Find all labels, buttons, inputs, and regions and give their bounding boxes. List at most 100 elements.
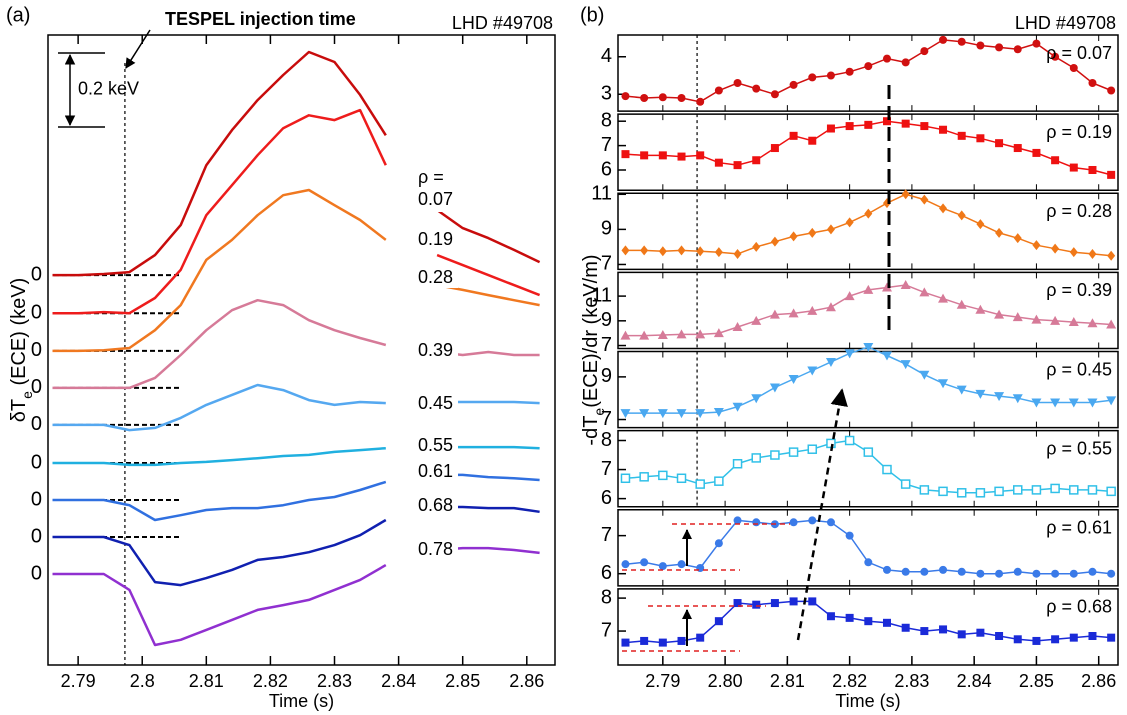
marker	[1107, 633, 1116, 642]
marker	[864, 120, 873, 129]
dashed-arrow	[796, 388, 848, 641]
marker	[919, 485, 930, 495]
marker	[863, 447, 874, 457]
marker	[1013, 233, 1022, 244]
subplot-frame	[617, 509, 1119, 587]
y-tick-label: 0	[31, 301, 42, 323]
marker	[1013, 485, 1023, 495]
marker	[975, 389, 986, 399]
marker	[976, 569, 985, 578]
marker	[957, 630, 966, 639]
subplot-frame	[617, 192, 1119, 271]
marker	[995, 43, 1004, 52]
marker	[900, 360, 911, 370]
marker	[845, 613, 854, 622]
series-label: ρ = 0.55	[1046, 438, 1112, 458]
marker	[696, 151, 705, 160]
marker	[1050, 398, 1061, 408]
y-axis-label: -dTe(ECE)/dr (keV/m)	[580, 254, 606, 445]
marker	[713, 328, 724, 338]
rho-label: ρ =	[418, 167, 444, 187]
x-tick-label: 2.82	[832, 671, 867, 691]
marker	[957, 567, 966, 576]
marker	[714, 86, 723, 95]
y-tick-label: 7	[601, 458, 612, 480]
marker	[1106, 319, 1117, 329]
marker	[677, 636, 686, 645]
subplot-frame	[617, 113, 1119, 191]
marker	[1051, 52, 1060, 61]
trace	[52, 505, 540, 587]
marker	[1068, 398, 1079, 408]
marker	[639, 472, 649, 482]
y-tick-label: 9	[601, 309, 612, 331]
marker	[751, 315, 762, 325]
marker	[640, 94, 649, 102]
marker	[863, 343, 874, 353]
marker	[901, 567, 910, 576]
series-label: ρ = 0.39	[1046, 280, 1112, 300]
marker	[1031, 485, 1042, 495]
y-tick-label: 0	[31, 339, 42, 361]
marker	[677, 560, 686, 569]
marker	[1107, 170, 1116, 179]
marker	[938, 486, 948, 497]
subplot-frame	[617, 588, 1119, 666]
y-tick-label: 0	[31, 376, 42, 398]
x-tick-label: 2.84	[957, 671, 992, 691]
marker	[956, 299, 967, 309]
marker	[695, 479, 705, 489]
title: LHD #49708	[452, 13, 553, 33]
marker	[657, 330, 668, 340]
marker	[1032, 569, 1041, 578]
y-tick-label: 6	[601, 562, 612, 584]
y-tick-label: 9	[601, 365, 612, 387]
annotations-b	[622, 85, 891, 652]
marker	[864, 617, 873, 626]
marker	[1087, 485, 1098, 495]
series-label: 0.19	[418, 229, 453, 249]
marker	[1031, 314, 1042, 324]
x-tick-label: 2.8	[130, 671, 155, 691]
marker	[714, 539, 723, 548]
marker	[975, 488, 986, 498]
marker	[751, 394, 762, 404]
marker	[1107, 250, 1116, 261]
marker	[789, 131, 798, 140]
marker	[882, 117, 891, 126]
marker	[733, 161, 742, 170]
marker	[976, 41, 985, 50]
marker	[919, 370, 930, 380]
marker	[676, 409, 687, 419]
trace	[52, 383, 540, 432]
series-label: 0.61	[418, 461, 453, 481]
marker	[1031, 398, 1042, 408]
subplot-frame	[617, 429, 1119, 508]
marker	[769, 309, 780, 319]
marker	[1013, 635, 1022, 644]
marker	[1012, 312, 1023, 322]
marker	[826, 612, 835, 621]
trace	[625, 39, 1112, 103]
y-tick-label: 3	[601, 83, 612, 105]
marker	[995, 569, 1004, 578]
marker	[1051, 156, 1060, 165]
y-tick-label: 6	[601, 158, 612, 180]
marker	[752, 241, 761, 252]
marker	[789, 80, 798, 89]
marker	[770, 599, 779, 608]
marker	[696, 246, 705, 257]
marker	[658, 93, 667, 102]
marker	[844, 291, 855, 301]
marker	[1069, 163, 1078, 172]
marker	[957, 210, 966, 221]
label-bg	[414, 496, 458, 516]
marker	[639, 330, 650, 340]
marker	[789, 231, 798, 242]
marker	[696, 633, 705, 642]
marker	[1106, 396, 1117, 406]
marker	[939, 565, 948, 574]
marker	[658, 470, 668, 481]
label-bg	[414, 540, 458, 560]
